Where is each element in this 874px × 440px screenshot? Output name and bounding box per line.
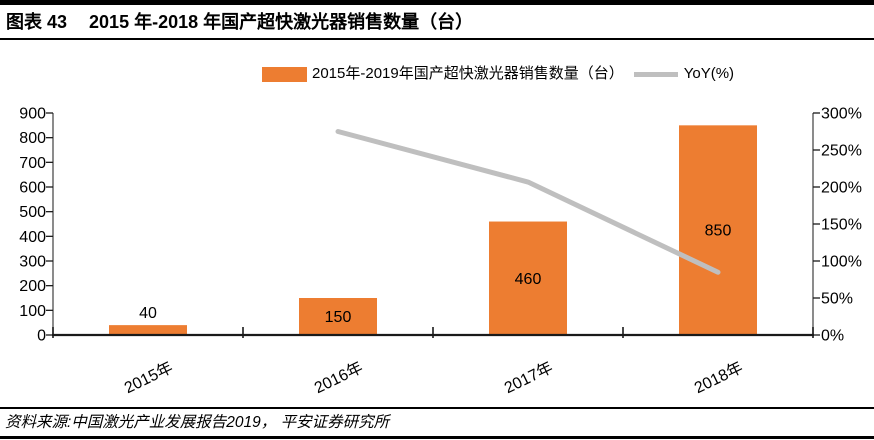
right-axis-tick-label: 50% — [821, 291, 853, 308]
right-axis-tick-label: 250% — [821, 143, 862, 160]
left-axis-tick-label: 300 — [19, 254, 46, 271]
right-axis-tick-label: 300% — [821, 106, 862, 123]
right-axis-tick-label: 200% — [821, 180, 862, 197]
yoy-line — [335, 129, 721, 275]
left-axis-tick-label: 0 — [37, 328, 46, 345]
bar-2015年 — [109, 325, 187, 335]
figure-title-row: 图表 43 2015 年-2018 年国产超快激光器销售数量（台） — [6, 9, 866, 35]
left-axis-tick-label: 400 — [19, 229, 46, 246]
left-axis-tick-label: 500 — [19, 204, 46, 221]
bar-2017年 — [489, 221, 567, 335]
right-axis-tick-label: 100% — [821, 254, 862, 271]
right-axis-tick-label: 150% — [821, 217, 862, 234]
chart-legend: 2015年-2019年国产超快激光器销售数量（台） YoY(%) — [262, 65, 734, 83]
bar-data-label: 460 — [515, 271, 542, 288]
x-axis-category-label: 2018年 — [691, 358, 745, 397]
bar-2018年 — [679, 125, 757, 335]
bar-data-label: 150 — [325, 309, 352, 326]
left-axis-tick-label: 200 — [19, 278, 46, 295]
figure-label: 图表 43 — [6, 12, 68, 32]
figure-title: 2015 年-2018 年国产超快激光器销售数量（台） — [89, 12, 474, 32]
title-underline — [0, 38, 874, 40]
bar-data-label: 40 — [139, 305, 157, 322]
legend-line-label: YoY(%) — [683, 65, 735, 82]
right-axis-tick-label: 0% — [821, 328, 844, 345]
legend-line-swatch — [633, 71, 678, 77]
legend-bar-swatch — [262, 66, 307, 82]
source-text: 资料来源:中国激光产业发展报告2019， 平安证券研究所 — [5, 414, 390, 431]
bar-2016年 — [299, 298, 377, 335]
left-axis-tick-label: 100 — [19, 303, 46, 320]
x-axis-category-label: 2015年 — [121, 358, 175, 397]
x-axis-category-label: 2017年 — [501, 358, 555, 397]
x-axis-category-label: 2016年 — [311, 358, 365, 397]
left-axis-tick-label: 700 — [19, 155, 46, 172]
bar-data-label: 850 — [705, 223, 732, 240]
legend-bar-label: 2015年-2019年国产超快激光器销售数量（台） — [312, 65, 624, 82]
source-footer: 资料来源:中国激光产业发展报告2019， 平安证券研究所 — [0, 407, 874, 433]
left-axis-tick-label: 900 — [19, 106, 46, 123]
top-rule — [0, 0, 874, 5]
left-axis-tick-label: 800 — [19, 130, 46, 147]
left-axis-tick-label: 600 — [19, 180, 46, 197]
bottom-rule — [0, 436, 874, 439]
